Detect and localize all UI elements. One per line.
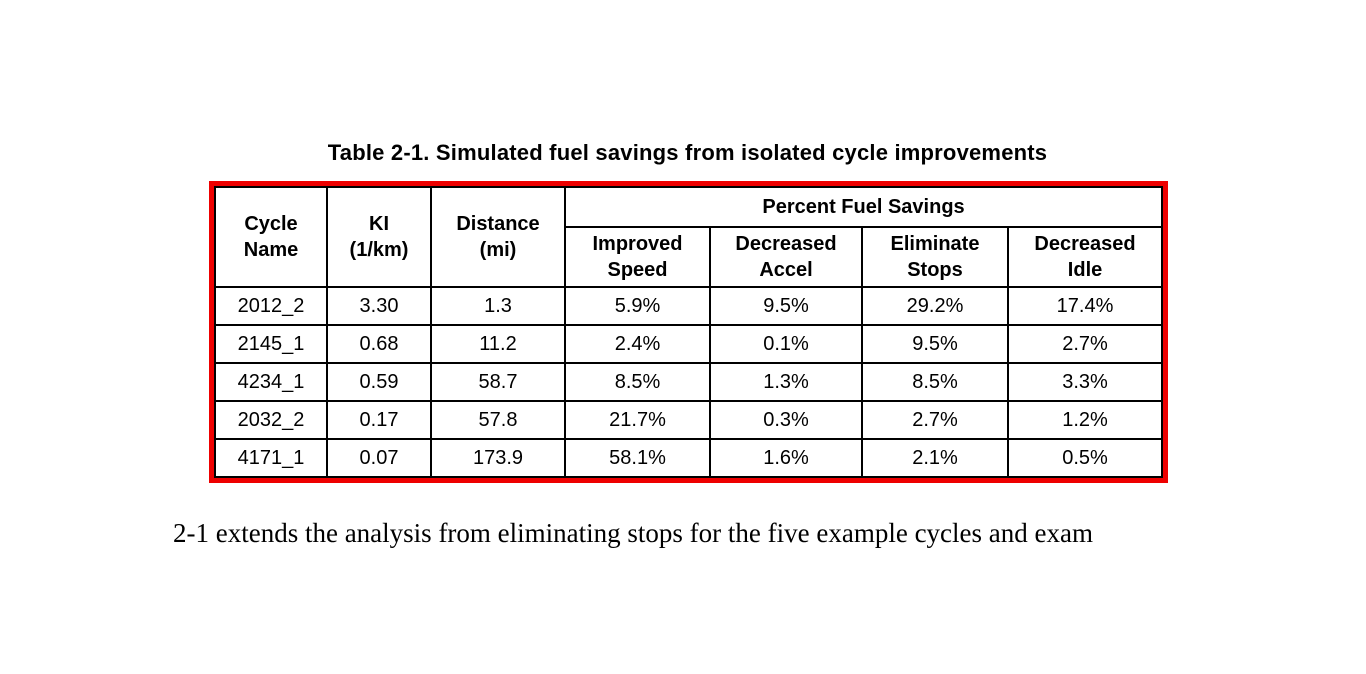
red-annotation-frame: Cycle Name KI (1/km) Distance (mi) Perce… — [209, 181, 1169, 483]
body-paragraph-fragment: 2-1 extends the analysis from eliminatin… — [173, 518, 1093, 548]
cell-improved-speed: 8.5% — [564, 362, 711, 402]
table-row: 2012_2 3.30 1.3 5.9% 9.5% 29.2% 17.4% — [214, 286, 1164, 326]
col-header-line: Stops — [907, 259, 963, 281]
col-header-improved-speed: Improved Speed — [564, 226, 711, 288]
table-row: 2145_1 0.68 11.2 2.4% 0.1% 9.5% 2.7% — [214, 324, 1164, 364]
cell-improved-speed: 21.7% — [564, 400, 711, 440]
cell-cycle-name: 2145_1 — [214, 324, 328, 364]
col-header-percent-fuel-savings: Percent Fuel Savings — [563, 186, 1164, 228]
col-header-line: Distance — [456, 213, 540, 235]
table-row: 2032_2 0.17 57.8 21.7% 0.3% 2.7% 1.2% — [214, 400, 1164, 440]
cell-eliminate-stops: 2.1% — [861, 438, 1009, 478]
fuel-savings-table: Cycle Name KI (1/km) Distance (mi) Perce… — [214, 186, 1164, 478]
cell-ki: 0.17 — [326, 400, 432, 440]
col-header-ki: KI (1/km) — [326, 186, 432, 288]
cell-decreased-accel: 0.1% — [709, 324, 863, 364]
cell-decreased-idle: 2.7% — [1006, 324, 1164, 364]
cell-improved-speed: 2.4% — [564, 324, 711, 364]
col-header-line: Cycle — [244, 213, 298, 235]
cell-cycle-name: 4234_1 — [214, 362, 328, 402]
col-header-line: Accel — [759, 259, 813, 281]
cell-ki: 0.59 — [326, 362, 432, 402]
cell-improved-speed: 5.9% — [564, 286, 711, 326]
cell-decreased-idle: 3.3% — [1006, 362, 1164, 402]
col-header-eliminate-stops: Eliminate Stops — [861, 226, 1009, 288]
col-header-line: Speed — [607, 259, 668, 281]
col-header-decreased-accel: Decreased Accel — [709, 226, 863, 288]
cell-decreased-accel: 1.6% — [709, 438, 863, 478]
col-header-line: KI — [369, 213, 389, 235]
table-row: 4234_1 0.59 58.7 8.5% 1.3% 8.5% 3.3% — [214, 362, 1164, 402]
col-header-line: (1/km) — [349, 239, 409, 261]
cell-distance: 11.2 — [430, 324, 566, 364]
header-row-sub: Improved Speed Decreased Accel Eliminate… — [215, 226, 1164, 288]
cell-decreased-accel: 0.3% — [709, 400, 863, 440]
col-header-decreased-idle: Decreased Idle — [1006, 226, 1164, 288]
cell-cycle-name: 2032_2 — [214, 400, 328, 440]
col-header-line: Improved — [592, 233, 683, 255]
col-header-line: Eliminate — [890, 233, 980, 255]
cell-cycle-name: 4171_1 — [214, 438, 328, 478]
cell-eliminate-stops: 8.5% — [861, 362, 1009, 402]
col-header-line: Decreased — [1034, 233, 1136, 255]
cell-cycle-name: 2012_2 — [214, 286, 328, 326]
cell-eliminate-stops: 29.2% — [861, 286, 1009, 326]
cell-decreased-idle: 1.2% — [1006, 400, 1164, 440]
cell-distance: 57.8 — [430, 400, 566, 440]
cell-decreased-accel: 9.5% — [709, 286, 863, 326]
col-header-line: (mi) — [479, 239, 517, 261]
cell-eliminate-stops: 9.5% — [861, 324, 1009, 364]
col-header-distance: Distance (mi) — [430, 186, 566, 288]
cell-ki: 3.30 — [326, 286, 432, 326]
cell-distance: 58.7 — [430, 362, 566, 402]
cell-improved-speed: 58.1% — [564, 438, 711, 478]
cell-decreased-accel: 1.3% — [709, 362, 863, 402]
cell-ki: 0.68 — [326, 324, 432, 364]
cell-distance: 1.3 — [430, 286, 566, 326]
table-caption: Table 2-1. Simulated fuel savings from i… — [327, 140, 1048, 165]
col-header-line: Decreased — [735, 233, 837, 255]
table-row: 4171_1 0.07 173.9 58.1% 1.6% 2.1% 0.5% — [214, 438, 1164, 478]
col-header-cycle-name: Cycle Name — [214, 186, 328, 288]
header-row-top: Cycle Name KI (1/km) Distance (mi) Perce… — [214, 186, 1164, 288]
col-header-line: Name — [243, 239, 299, 261]
cell-distance: 173.9 — [430, 438, 566, 478]
cell-ki: 0.07 — [326, 438, 432, 478]
cell-decreased-idle: 0.5% — [1006, 438, 1164, 478]
cell-eliminate-stops: 2.7% — [861, 400, 1009, 440]
cell-decreased-idle: 17.4% — [1006, 286, 1164, 326]
col-header-line: Idle — [1067, 259, 1103, 281]
